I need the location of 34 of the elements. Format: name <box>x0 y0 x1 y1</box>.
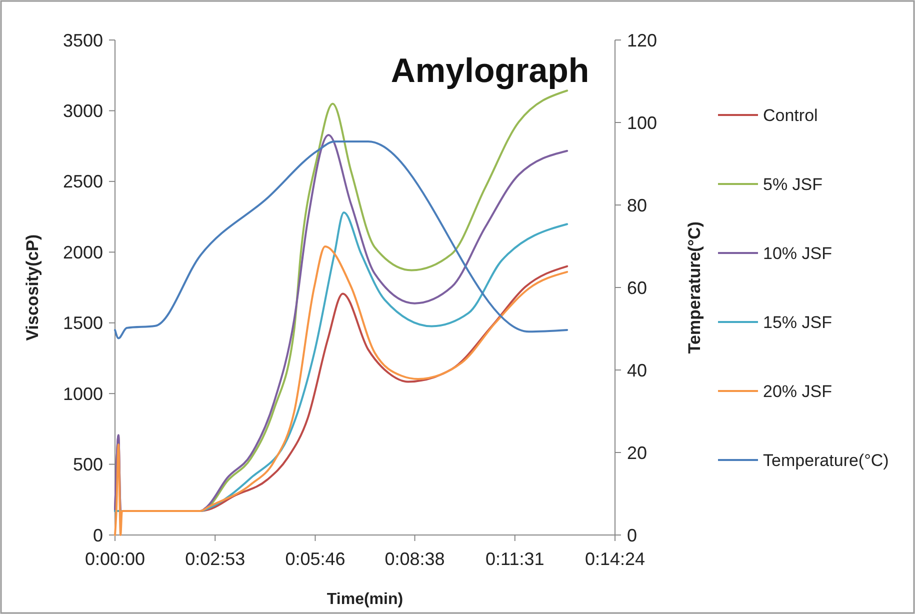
y-tick-label: 1500 <box>62 313 103 334</box>
y2-tick-label: 60 <box>627 278 648 298</box>
x-axis-title: Time(min) <box>326 591 404 608</box>
legend-label: Control <box>763 106 818 125</box>
y-tick-label: 3500 <box>62 30 103 50</box>
y2-axis-title: Temperature(°C) <box>685 221 704 354</box>
y-axis-title: Viscosity(cP) <box>23 234 42 341</box>
y-tick-label: 0 <box>92 525 103 546</box>
y2-tick-label: 80 <box>627 195 648 216</box>
x-tick-label: 0:08:38 <box>384 549 445 569</box>
x-tick-label: 0:00:00 <box>84 549 146 569</box>
legend-label: 20% JSF <box>763 382 832 401</box>
y2-tick-label: 120 <box>627 30 658 50</box>
y-tick-label: 500 <box>72 454 103 475</box>
line-series <box>114 140 568 340</box>
x-tick-label: 0:05:46 <box>285 549 346 569</box>
y2-tick-label: 0 <box>627 525 638 546</box>
line-series <box>114 212 568 512</box>
line-series <box>114 245 568 536</box>
y2-tick-label: 40 <box>627 360 648 380</box>
y-tick-label: 2500 <box>62 172 103 192</box>
legend-label: Temperature(°C) <box>763 450 889 470</box>
legend-label: 10% JSF <box>763 244 832 263</box>
y2-tick-label: 100 <box>627 112 658 133</box>
y-tick-label: 2000 <box>62 242 103 262</box>
x-tick-label: 0:02:53 <box>185 549 246 569</box>
y-tick-label: 3000 <box>62 101 103 122</box>
legend-label: 5% JSF <box>763 174 823 194</box>
legend-label: 15% JSF <box>763 312 832 332</box>
x-tick-label: 0:14:24 <box>584 549 646 569</box>
x-tick-label: 0:11:31 <box>486 549 544 569</box>
chart-title: Amylograph <box>390 52 590 90</box>
y-tick-label: 1000 <box>62 384 103 404</box>
y2-tick-label: 20 <box>627 442 648 463</box>
